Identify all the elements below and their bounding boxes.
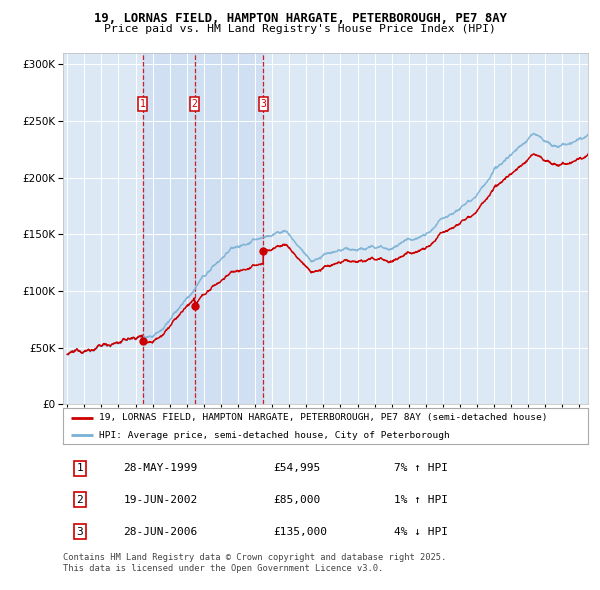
Text: £54,995: £54,995 <box>273 463 320 473</box>
Text: 28-JUN-2006: 28-JUN-2006 <box>124 527 197 537</box>
Text: 1: 1 <box>140 99 145 109</box>
Text: 2: 2 <box>76 495 83 505</box>
Bar <box>143 53 194 404</box>
Text: 19-JUN-2002: 19-JUN-2002 <box>124 495 197 505</box>
Text: 2: 2 <box>191 99 197 109</box>
Text: 1% ↑ HPI: 1% ↑ HPI <box>394 495 448 505</box>
Text: £85,000: £85,000 <box>273 495 320 505</box>
Text: £135,000: £135,000 <box>273 527 327 537</box>
Text: 4% ↓ HPI: 4% ↓ HPI <box>394 527 448 537</box>
Text: 19, LORNAS FIELD, HAMPTON HARGATE, PETERBOROUGH, PE7 8AY (semi-detached house): 19, LORNAS FIELD, HAMPTON HARGATE, PETER… <box>98 414 547 422</box>
Text: Price paid vs. HM Land Registry's House Price Index (HPI): Price paid vs. HM Land Registry's House … <box>104 24 496 34</box>
Text: Contains HM Land Registry data © Crown copyright and database right 2025.
This d: Contains HM Land Registry data © Crown c… <box>63 553 446 573</box>
Text: 3: 3 <box>76 527 83 537</box>
Text: 3: 3 <box>260 99 266 109</box>
Text: 19, LORNAS FIELD, HAMPTON HARGATE, PETERBOROUGH, PE7 8AY: 19, LORNAS FIELD, HAMPTON HARGATE, PETER… <box>94 12 506 25</box>
Text: 28-MAY-1999: 28-MAY-1999 <box>124 463 197 473</box>
Bar <box>194 53 263 404</box>
Text: 7% ↑ HPI: 7% ↑ HPI <box>394 463 448 473</box>
Text: HPI: Average price, semi-detached house, City of Peterborough: HPI: Average price, semi-detached house,… <box>98 431 449 440</box>
Text: 1: 1 <box>76 463 83 473</box>
